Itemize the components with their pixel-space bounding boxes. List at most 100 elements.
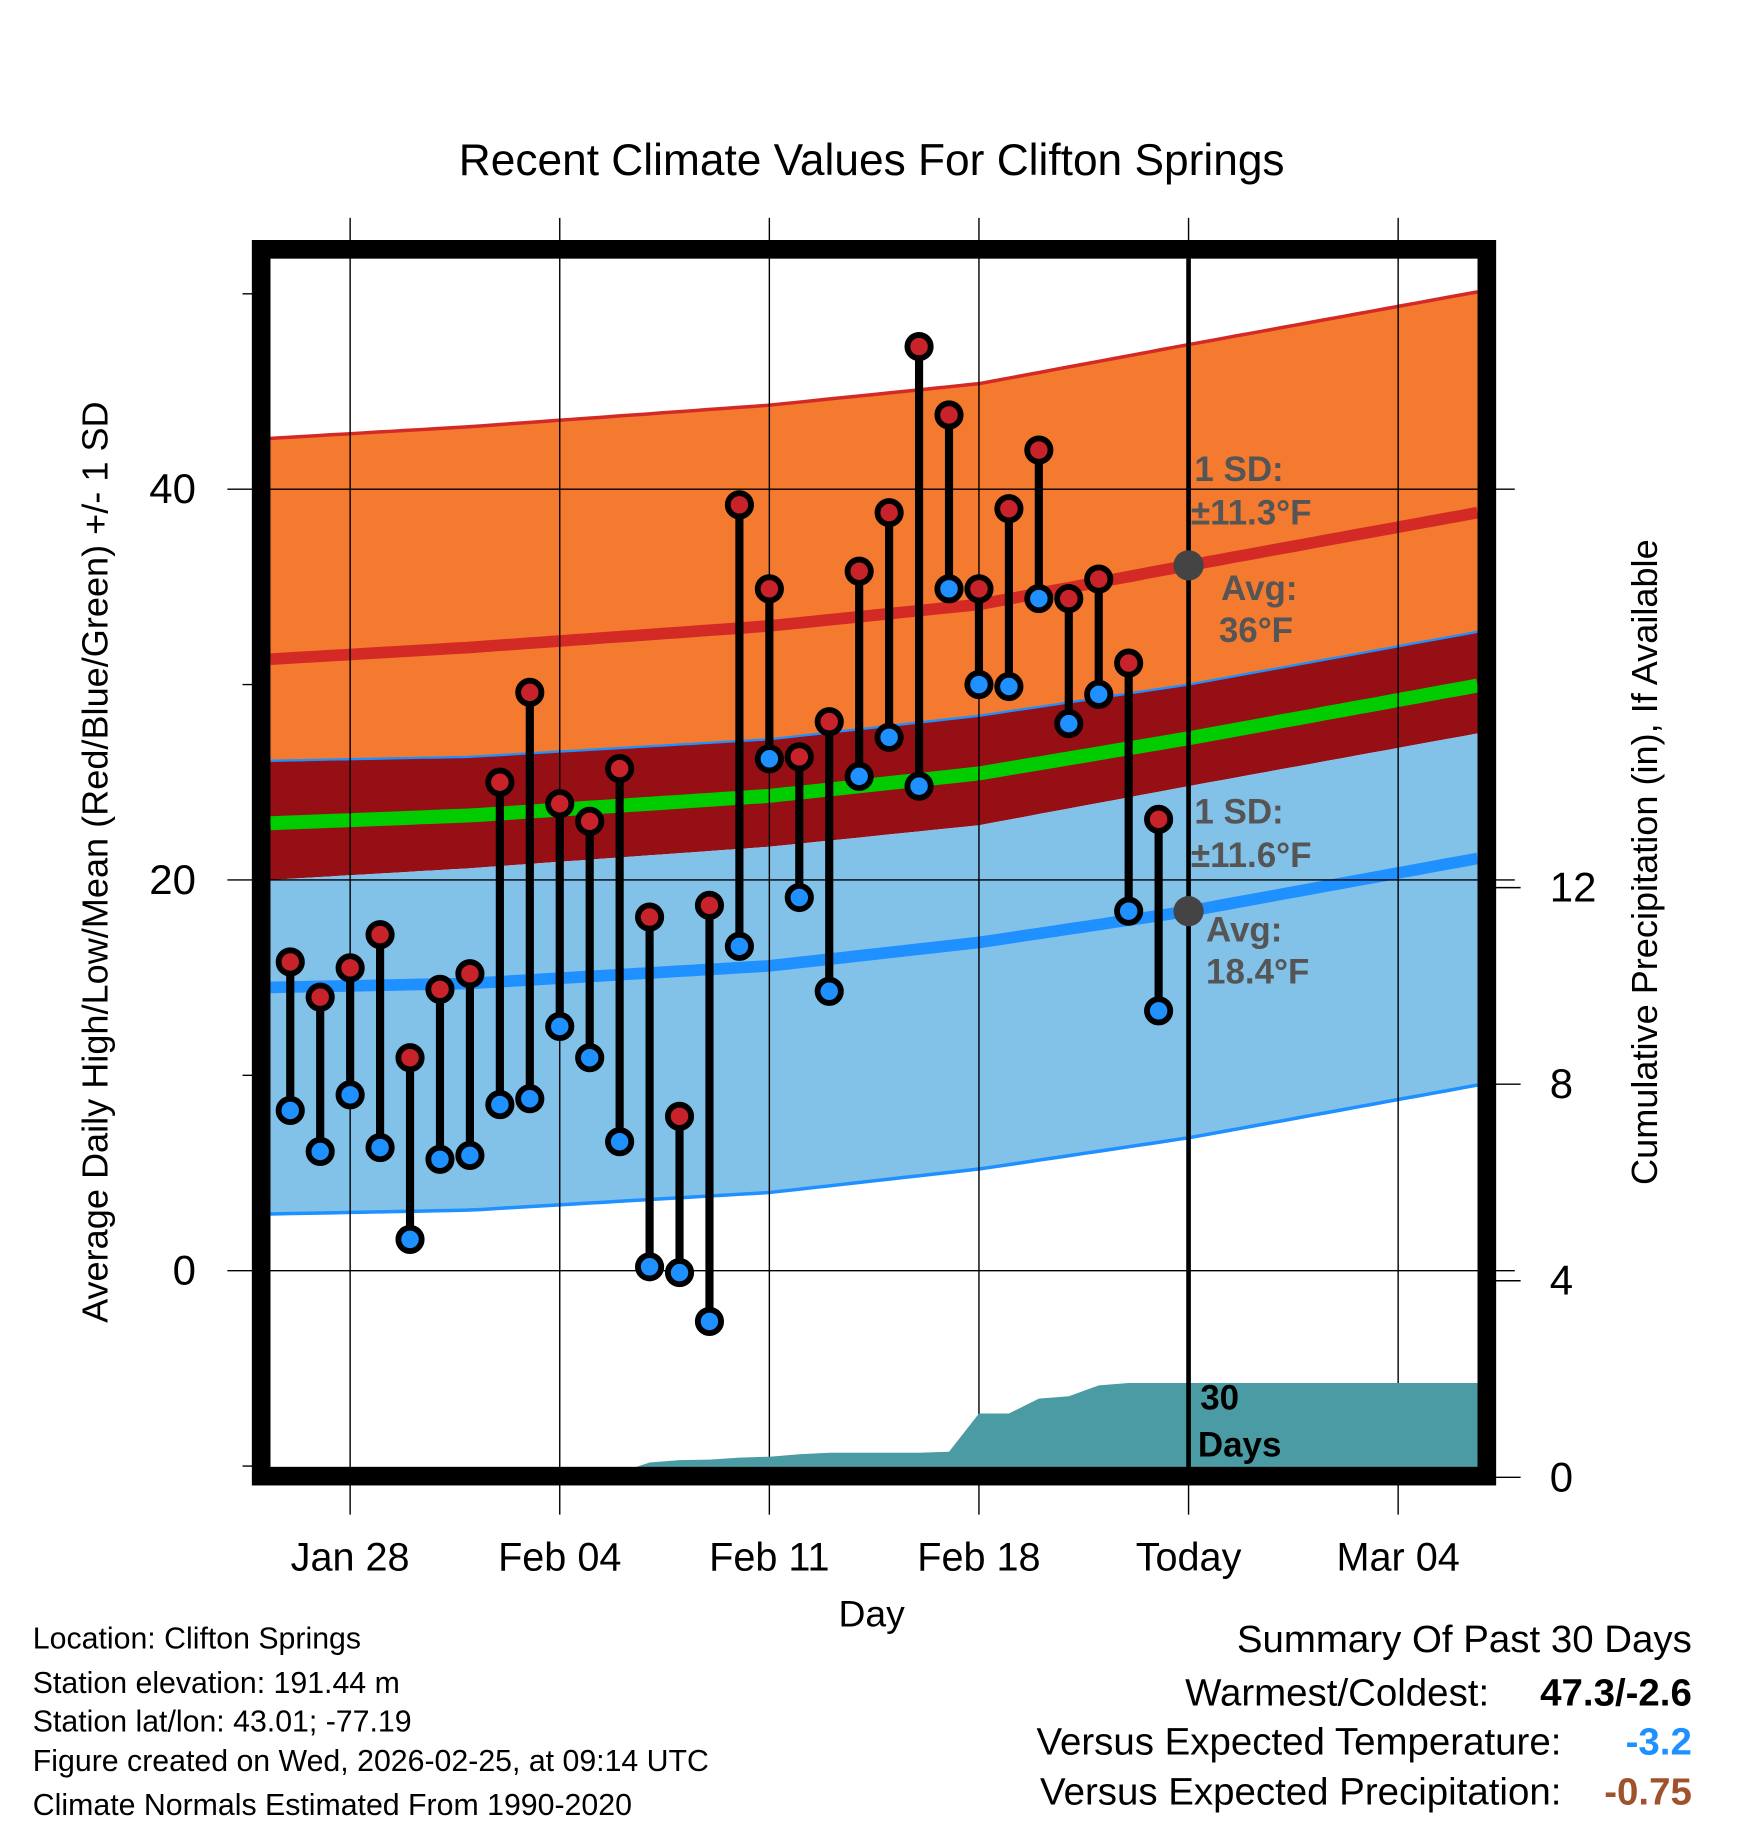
daily-low-point — [874, 722, 904, 752]
daily-high-point — [904, 331, 934, 362]
x-tick-label: Jan 28 — [291, 1536, 410, 1580]
daily-high-point — [365, 920, 395, 950]
daily-high-point — [275, 947, 305, 977]
y-axis-label: Average Daily High/Low/Mean (Red/Blue/Gr… — [74, 401, 115, 1323]
summary-panel: Summary Of Past 30 Days Warmest/Coldest:… — [1036, 1618, 1691, 1814]
daily-low-point — [904, 771, 934, 801]
daily-low-point — [964, 669, 994, 700]
y2-tick-label: 12 — [1550, 864, 1597, 911]
daily-high-point — [964, 574, 994, 604]
summary-title: Summary Of Past 30 Days — [1237, 1618, 1692, 1661]
daily-high-point — [1084, 564, 1114, 594]
high-sd-value: ±11.3°F — [1191, 493, 1312, 532]
overlap-band — [270, 631, 1478, 880]
daily-high-point — [395, 1043, 425, 1073]
daily-low-point — [545, 1011, 575, 1042]
daily-low-point — [1084, 679, 1114, 709]
x-tick-label: Today — [1136, 1536, 1242, 1580]
daily-low-point — [275, 1095, 305, 1126]
low-sd-value: ±11.6°F — [1191, 836, 1312, 875]
x-axis-label: Day — [839, 1592, 906, 1634]
warmest-label: Warmest/Coldest: — [1185, 1672, 1489, 1715]
daily-high-point — [724, 490, 754, 520]
daily-high-point — [425, 974, 455, 1004]
daily-low-point — [305, 1136, 335, 1167]
daily-high-point — [844, 556, 874, 586]
daily-high-point — [1054, 584, 1084, 614]
precip-days-word: Days — [1198, 1425, 1282, 1464]
daily-low-point — [934, 574, 964, 604]
y-tick-label: 40 — [149, 465, 196, 512]
daily-low-point — [844, 761, 874, 791]
high-avg-value: 36°F — [1219, 611, 1293, 650]
x-tick-label: Feb 04 — [498, 1536, 621, 1580]
latlon-text: Station lat/lon: 43.01; -77.19 — [33, 1705, 412, 1738]
daily-low-point — [1054, 709, 1084, 739]
daily-high-point — [335, 953, 365, 983]
high-sd-label: 1 SD: — [1194, 450, 1283, 489]
high-upper-sd-line — [270, 290, 1478, 441]
daily-high-point — [485, 767, 515, 797]
daily-low-point — [994, 671, 1024, 702]
y-tick-label: 0 — [173, 1247, 196, 1294]
chart-title: Recent Climate Values For Clifton Spring… — [459, 136, 1285, 185]
daily-high-point — [754, 574, 784, 604]
daily-high-point — [874, 498, 904, 528]
daily-low-point — [455, 1140, 485, 1170]
y-tick-label: 20 — [149, 856, 196, 903]
daily-high-point — [515, 677, 545, 707]
daily-high-point — [1114, 648, 1144, 678]
daily-low-point — [724, 931, 754, 961]
today-normal-high-marker — [1173, 550, 1204, 581]
daily-low-point — [335, 1080, 365, 1110]
high-avg-label: Avg: — [1221, 569, 1297, 608]
low-sd-label: 1 SD: — [1194, 793, 1283, 832]
daily-low-point — [515, 1084, 545, 1114]
x-tick-label: Mar 04 — [1337, 1536, 1460, 1580]
station-info: Location: Clifton Springs Station elevat… — [33, 1623, 709, 1823]
daily-high-point — [305, 982, 335, 1012]
daily-high-point — [694, 890, 725, 920]
precip-days-number: 30 — [1200, 1379, 1239, 1418]
y2-tick-label: 8 — [1550, 1060, 1573, 1107]
daily-high-point — [635, 902, 665, 932]
normals-text: Climate Normals Estimated From 1990-2020 — [33, 1789, 632, 1822]
daily-high-point — [994, 494, 1024, 524]
created-text: Figure created on Wed, 2026-02-25, at 09… — [33, 1745, 709, 1778]
daily-high-point — [664, 1101, 695, 1131]
daily-low-point — [425, 1144, 455, 1174]
daily-low-point — [754, 744, 784, 774]
daily-low-point — [365, 1133, 395, 1163]
daily-high-point — [575, 806, 605, 836]
location-text: Location: Clifton Springs — [33, 1623, 361, 1656]
daily-high-point — [605, 754, 635, 784]
x-tick-label: Feb 18 — [917, 1536, 1040, 1580]
daily-low-point — [1114, 896, 1144, 926]
precip-value: -0.75 — [1604, 1771, 1692, 1814]
daily-low-point — [485, 1090, 515, 1120]
y2-tick-label: 4 — [1550, 1257, 1573, 1304]
plot-frame — [251, 240, 1497, 1486]
daily-low-point — [1024, 584, 1054, 614]
precip-label: Versus Expected Precipitation: — [1040, 1771, 1561, 1814]
elevation-text: Station elevation: 191.44 m — [33, 1667, 400, 1700]
low-avg-label: Avg: — [1206, 910, 1282, 949]
warmest-value: 47.3/-2.6 — [1540, 1672, 1692, 1715]
low-upper-sd-line — [270, 630, 1478, 762]
daily-high-point — [545, 789, 575, 819]
daily-low-point — [784, 882, 814, 913]
daily-high-point — [1144, 804, 1174, 834]
daily-high-point — [1024, 435, 1054, 465]
daily-high-point — [455, 959, 485, 989]
normal-high-line — [270, 506, 1479, 666]
low-avg-value: 18.4°F — [1206, 952, 1309, 991]
x-tick-label: Feb 11 — [709, 1536, 829, 1580]
y2-tick-label: 0 — [1550, 1453, 1573, 1500]
daily-low-point — [1144, 996, 1174, 1026]
temp-value: -3.2 — [1626, 1721, 1692, 1764]
normal-mean-line — [270, 678, 1479, 831]
daily-low-point — [395, 1224, 425, 1254]
daily-low-point — [575, 1043, 605, 1073]
y2-axis-label: Cumulative Precipitation (in), If Availa… — [1624, 539, 1665, 1185]
low-sd-band — [270, 733, 1478, 1215]
